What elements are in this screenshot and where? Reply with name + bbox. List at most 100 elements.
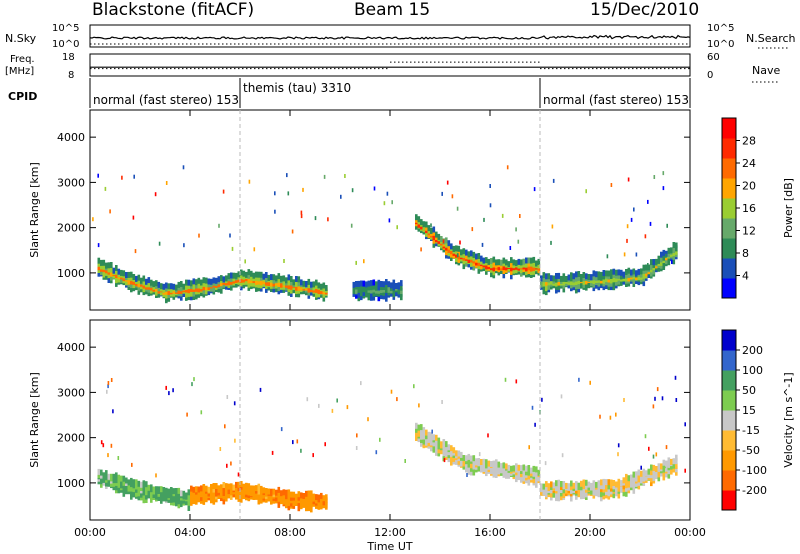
power-cell xyxy=(530,257,533,264)
velocity-cell xyxy=(220,489,223,496)
velocity-cell xyxy=(375,450,378,455)
power-cell xyxy=(557,272,561,279)
velocity-cell xyxy=(667,472,671,479)
velocity-cell xyxy=(552,482,556,489)
power-cell xyxy=(165,282,168,289)
velocity-cell xyxy=(200,485,203,492)
velocity-cell xyxy=(300,503,303,510)
velocity-cell xyxy=(187,505,191,511)
velocity-cell xyxy=(112,484,116,491)
top-panels-layer xyxy=(89,34,691,70)
velocity-cell xyxy=(290,500,293,507)
velocity-cell xyxy=(430,439,433,446)
power-cell xyxy=(592,274,596,281)
cpid-label: CPID xyxy=(8,90,37,103)
velocity-cell xyxy=(467,465,471,472)
power-cell xyxy=(495,259,498,266)
velocity-cell xyxy=(585,483,588,490)
power-cell xyxy=(115,265,118,271)
velocity-cell xyxy=(590,482,593,489)
power-cell xyxy=(120,269,123,276)
power-cell xyxy=(227,273,231,280)
velocity-cell xyxy=(637,479,641,486)
velocity-cell xyxy=(192,486,196,493)
velocity-cell xyxy=(117,456,120,460)
velocity-cell xyxy=(257,483,261,490)
velocity-cell xyxy=(635,475,638,482)
velocity-cell xyxy=(147,484,151,491)
velocity-cell xyxy=(520,471,523,478)
velocity-cell xyxy=(367,417,369,422)
velocity-cell xyxy=(132,479,136,486)
velocity-cell xyxy=(470,462,473,469)
power-cell xyxy=(462,252,466,258)
y-tick-label: 1000 xyxy=(57,267,85,280)
power-cell xyxy=(295,280,298,287)
velocity-cell xyxy=(290,491,293,498)
power-cell xyxy=(285,277,288,284)
power-colorbar-swatch xyxy=(722,218,736,239)
velocity-cell xyxy=(592,492,596,499)
power-cell xyxy=(380,281,383,287)
velocity-cell xyxy=(190,485,193,492)
velocity-cell xyxy=(565,482,568,489)
power-cell xyxy=(197,291,201,298)
power-cell xyxy=(97,260,101,267)
velocity-cell xyxy=(600,483,603,490)
velocity-cell xyxy=(635,480,638,487)
velocity-cell xyxy=(497,461,501,468)
power-cell xyxy=(542,276,546,283)
power-cell xyxy=(231,246,234,251)
power-cell xyxy=(182,165,185,170)
power-cell xyxy=(372,294,376,301)
power-cell xyxy=(97,243,100,248)
velocity-cell xyxy=(600,491,603,498)
freq-label: Freq. xyxy=(10,54,35,65)
velocity-cell xyxy=(422,430,426,437)
velocity-cell xyxy=(120,479,123,486)
velocity-cell xyxy=(517,468,521,474)
velocity-cell xyxy=(415,422,418,429)
velocity-cell xyxy=(306,397,309,402)
velocity-cell xyxy=(157,486,161,493)
velocity-cell xyxy=(142,489,146,496)
velocity-cell xyxy=(522,464,526,471)
power-cell xyxy=(655,258,658,265)
power-cell xyxy=(192,290,196,297)
velocity-cell xyxy=(545,481,548,488)
velocity-cell xyxy=(550,481,553,488)
velocity-cell xyxy=(478,452,481,457)
power-cell xyxy=(205,281,208,288)
velocity-cell xyxy=(175,500,178,507)
velocity-cell xyxy=(442,443,446,450)
velocity-cell xyxy=(437,437,441,444)
power-cell xyxy=(157,281,161,288)
velocity-cell xyxy=(637,469,641,476)
power-cell xyxy=(137,284,141,291)
velocity-cell xyxy=(665,465,668,469)
power-cell xyxy=(620,273,623,280)
power-cell xyxy=(350,223,353,228)
velocity-cell xyxy=(177,492,181,499)
power-cell xyxy=(265,282,268,289)
velocity-cell xyxy=(413,384,415,389)
power-cell xyxy=(645,267,648,274)
velocity-cell xyxy=(132,489,136,496)
power-cell xyxy=(391,200,393,205)
power-cell xyxy=(180,281,183,287)
velocity-cell xyxy=(605,492,608,499)
velocity-cell xyxy=(622,477,626,484)
power-cell xyxy=(367,284,371,291)
power-cell xyxy=(537,262,541,269)
power-cell xyxy=(607,280,611,287)
velocity-cell xyxy=(672,458,676,465)
power-cell xyxy=(187,279,191,286)
velocity-cell xyxy=(467,458,471,465)
power-cell xyxy=(267,274,271,281)
power-cell xyxy=(597,280,601,287)
velocity-cell xyxy=(310,499,313,505)
power-cell xyxy=(255,285,258,292)
power-cell xyxy=(635,252,638,257)
power-cell xyxy=(355,281,358,287)
velocity-cell xyxy=(607,490,611,497)
